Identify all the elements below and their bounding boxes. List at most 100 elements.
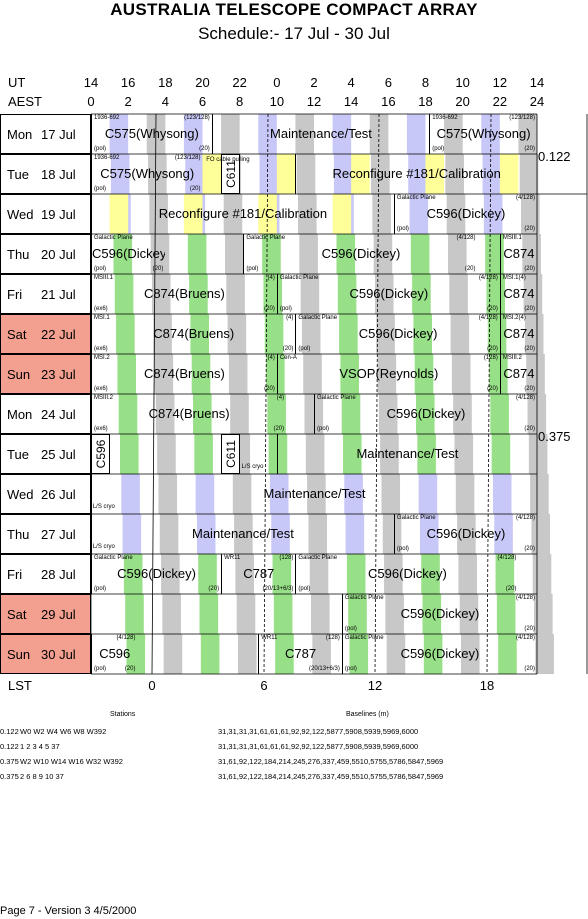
block-note: L/S cryo — [92, 504, 115, 510]
station-baselines: 31,61,92,122,184,214,245,276,337,459,551… — [218, 757, 444, 766]
block-channels: (4/128) — [456, 235, 476, 241]
block-title: C596(Dickey) — [426, 526, 506, 541]
lst-tick: 18 — [479, 678, 495, 693]
day-label: Mon 24 Jul — [0, 394, 91, 434]
block-cm: (20) — [487, 306, 498, 312]
station-stations: W2 W10 W14 W16 W32 W392 — [20, 757, 123, 766]
schedule-block: C596(Dickey) Galactic Plane (4/128) (pol) (2… — [295, 554, 518, 594]
block-title: C874(Bruens) — [148, 406, 230, 421]
station-baselines: 31,31,31,31,61,61,61,92,92,122,5877,5908… — [218, 727, 419, 736]
block-source: MSIII.1 — [502, 235, 522, 241]
band-stripe — [259, 154, 279, 194]
block-source: Galactic Plane — [344, 635, 384, 641]
schedule-block: C874 MSI.1(4) (20) — [499, 274, 537, 314]
day-date: 25 Jul — [41, 447, 76, 462]
vertical-block: C611 — [221, 154, 240, 194]
day-date: 26 Jul — [41, 487, 76, 502]
page-title: AUSTRALIA TELESCOPE COMPACT ARRAY — [110, 0, 478, 19]
page-footer: Page 7 - Version 3 4/5/2000 — [0, 905, 137, 917]
block-mode: (pol) — [396, 546, 409, 552]
schedule-block: Maintenance/Test — [211, 114, 429, 154]
ut-tick: 6 — [384, 75, 392, 90]
block-source: Cen-A — [279, 355, 297, 361]
day-label: Wed 26 Jul — [0, 474, 91, 514]
config-label-second: 0.375 — [538, 429, 571, 444]
band-stripe — [200, 634, 220, 674]
block-cm: (20/13+6/3) — [262, 586, 294, 592]
day-name: Sun — [7, 367, 31, 382]
block-channels: (4) — [276, 395, 285, 401]
block-title: C874(Bruens) — [143, 286, 225, 301]
day-date: 21 Jul — [41, 287, 76, 302]
block-cm: (20) — [524, 346, 535, 352]
day-name: Wed — [7, 207, 34, 222]
block-channels: (128) — [325, 635, 340, 641]
block-title: C596(Dickey) — [426, 206, 506, 221]
block-title: C874(Bruens) — [153, 326, 235, 341]
day-label: Thu 27 Jul — [0, 514, 91, 554]
block-title: C596(Dickey) — [92, 246, 166, 261]
ut-tick: 20 — [195, 75, 210, 90]
aest-tick: 24 — [529, 94, 545, 109]
block-channels: (4/128) — [478, 275, 498, 281]
day-name: Wed — [7, 487, 34, 502]
day-date: 29 Jul — [41, 607, 76, 622]
ut-tick: 0 — [273, 75, 281, 90]
station-stations: W0 W2 W4 W6 W8 W392 — [20, 727, 107, 736]
band-stripe — [532, 554, 552, 594]
day-label: Wed 19 Jul — [0, 194, 91, 234]
block-source: Galactic Plane — [246, 235, 286, 241]
day-label: Tue 18 Jul — [0, 154, 91, 194]
day-label: Sat 22 Jul — [0, 314, 91, 354]
aest-tick: 12 — [306, 94, 322, 109]
config-label-first: 0.122 — [538, 149, 571, 164]
day-label: Fri 21 Jul — [0, 274, 91, 314]
station-baselines: 31,61,92,122,184,214,245,276,337,459,551… — [218, 772, 444, 781]
block-channels: (4/128) — [478, 315, 498, 321]
block-cm: (20) — [199, 146, 210, 152]
block-channels: (4) — [286, 315, 294, 321]
reconfigure-stripe — [276, 154, 296, 194]
block-cm: (20) — [487, 346, 498, 352]
block-title: Reconfigure #181/Calibration — [332, 166, 501, 181]
schedule-block: C596(Dickey) Galactic Plane (4/128) (pol) (2… — [393, 194, 537, 234]
day-date: 27 Jul — [41, 527, 76, 542]
block-title: C596(Dickey) — [321, 246, 401, 261]
aest-tick: 20 — [455, 94, 470, 109]
block-channels: (4) — [267, 275, 275, 281]
band-stripe — [236, 594, 256, 634]
block-source: MSI.1(4) — [502, 275, 526, 281]
day-date: 17 Jul — [41, 127, 76, 142]
schedule-block: C874(Bruens) MSIII.2 (4) (ex6) (20) — [91, 394, 286, 434]
ut-tick: 2 — [310, 75, 318, 90]
ut-tick: 12 — [492, 75, 508, 90]
day-date: 22 Jul — [41, 327, 76, 342]
block-cm: (20) — [282, 346, 294, 352]
block-cm: (20/13+6/3) — [309, 666, 340, 672]
block-mode: (ex6) — [94, 426, 108, 432]
block-channels: (4/128) — [515, 595, 535, 601]
block-mode: (pol) — [94, 586, 107, 592]
block-source: MSI.1 — [94, 315, 110, 321]
station-config: 0.122 — [0, 742, 19, 751]
block-channels: (128) — [279, 555, 294, 561]
block-source: Galactic Plane — [317, 395, 356, 401]
schedule-block: Reconfigure #181/Calibration — [295, 154, 537, 194]
aest-tick: 6 — [198, 94, 207, 109]
block-title: C874 — [503, 326, 535, 341]
schedule-block: C787 WR11 (128) (20/13+6/3) — [221, 554, 295, 594]
schedule-block: C874 MSIII.1 (20) — [499, 234, 537, 274]
block-cm: (20) — [152, 266, 164, 272]
schedule-block: C596(Dickey) Galactic Plane (4/128) (pol) (2… — [393, 514, 537, 554]
day-date: 19 Jul — [41, 207, 76, 222]
block-mode: (pol) — [246, 266, 259, 272]
block-title: C787 — [243, 566, 275, 581]
block-channels: (123/128) — [174, 155, 201, 161]
band-stripe — [535, 634, 554, 674]
block-mode: (pol) — [298, 586, 311, 592]
block-source: MSI.2(4) — [502, 315, 526, 321]
block-channels: (4/128) — [497, 555, 517, 561]
aest-tick: 22 — [492, 94, 508, 109]
aest-tick: 10 — [269, 94, 285, 109]
schedule-block: C596(Dickey) Galactic Plane (pol) (20) — [91, 234, 165, 274]
